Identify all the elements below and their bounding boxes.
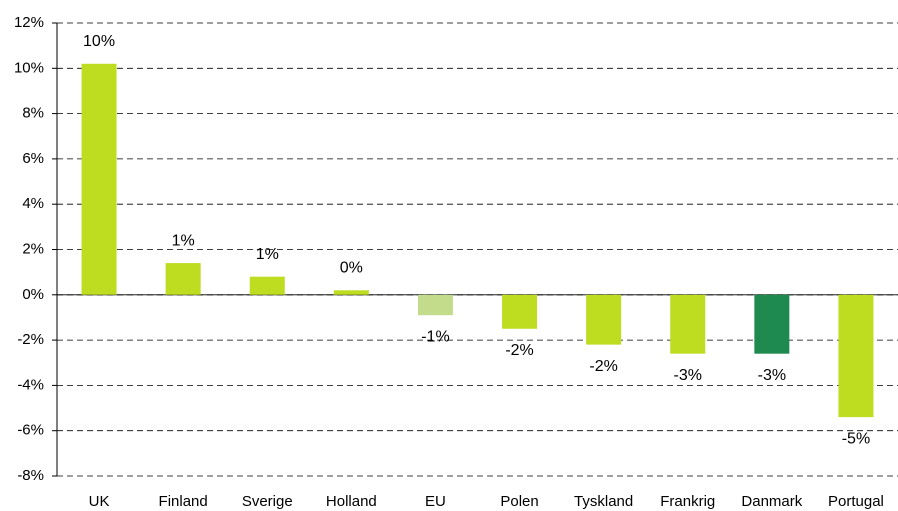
bar [249,276,285,295]
y-tick-label: 10% [14,59,44,76]
y-tick-label: 8% [22,105,44,122]
bar [586,294,622,345]
y-tick-label: 0% [22,286,44,303]
x-tick-label: Portugal [828,493,884,510]
y-tick-label: 6% [22,150,44,167]
x-tick-label: Tyskland [574,493,633,510]
x-tick-label: Finland [159,493,208,510]
x-tick-label: Holland [326,493,377,510]
y-tick-label: 12% [14,14,44,31]
x-tick-label: UK [89,493,110,510]
bar [333,290,369,295]
x-tick-label: Sverige [242,493,293,510]
data-label: -3% [758,367,786,384]
data-label: 1% [172,232,195,249]
x-tick-label: EU [425,493,446,510]
y-tick-label: -2% [17,331,44,348]
data-label: -3% [674,367,702,384]
bar [754,294,790,354]
y-tick-label: 2% [22,240,44,257]
bar [838,294,874,418]
bar [417,294,453,316]
data-label: -2% [589,358,617,375]
y-tick-label: 4% [22,195,44,212]
bar [502,294,538,329]
x-tick-label: Polen [500,493,538,510]
bar [165,263,201,295]
data-label: -1% [421,328,449,345]
bar [670,294,706,354]
data-label: 0% [340,259,363,276]
x-tick-label: Danmark [741,493,802,510]
y-tick-label: -6% [17,422,44,439]
x-tick-label: Frankrig [660,493,715,510]
data-label: -2% [505,342,533,359]
y-tick-label: -8% [17,467,44,484]
bar [81,63,117,295]
data-label: 1% [256,246,279,263]
data-label: -5% [842,430,870,447]
data-label: 10% [83,33,115,50]
y-tick-label: -4% [17,376,44,393]
